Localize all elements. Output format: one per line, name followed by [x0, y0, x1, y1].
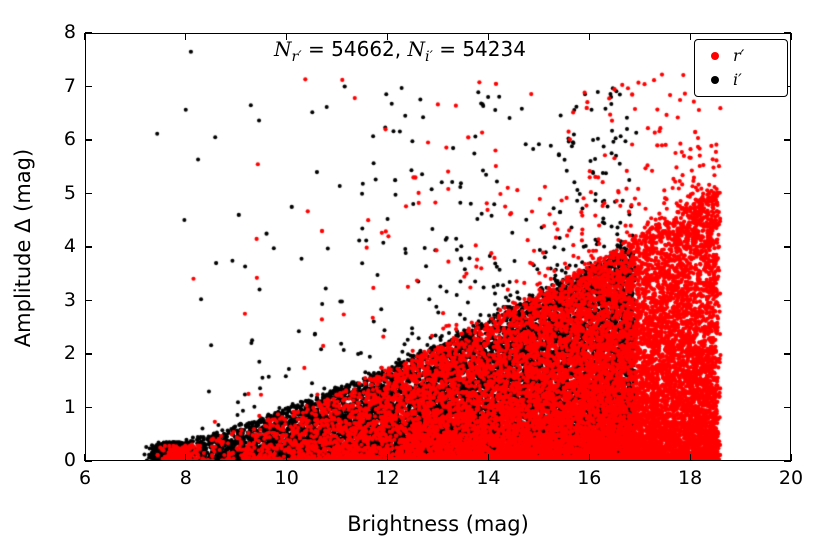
y-tick-label: 5: [63, 181, 76, 204]
y-tick: [85, 460, 92, 462]
y-tick: [85, 406, 92, 409]
x-tick: [689, 33, 691, 40]
y-tick: [85, 353, 92, 355]
legend-label-i: i′: [733, 70, 742, 89]
y-tick-label: 1: [63, 395, 76, 418]
x-tick: [790, 454, 792, 461]
x-tick: [588, 454, 590, 461]
y-tick: [85, 246, 92, 248]
y-tick-label: 4: [63, 235, 76, 257]
legend-marker-i-icon: [711, 76, 719, 84]
x-tick: [286, 33, 288, 40]
x-tick-label: 6: [78, 467, 92, 489]
y-tick-label: 7: [63, 74, 76, 97]
x-tick: [588, 33, 590, 40]
x-tick-label: 8: [179, 467, 192, 489]
x-tick: [84, 33, 86, 40]
legend-marker-r-icon: [711, 52, 719, 60]
x-tick-label: 20: [778, 467, 804, 489]
y-tick: [784, 299, 791, 302]
x-tick: [185, 33, 187, 40]
y-tick: [85, 32, 92, 34]
y-axis-label: Amplitude Δ (mag): [11, 148, 35, 348]
y-tick: [784, 139, 791, 141]
x-tick: [689, 454, 691, 461]
x-tick-label: 10: [274, 467, 299, 489]
scatter-canvas: [85, 33, 791, 461]
y-tick-label: 8: [63, 21, 76, 43]
x-tick-label: 14: [476, 467, 501, 489]
y-tick: [85, 299, 92, 302]
x-tick: [185, 454, 187, 461]
legend-item-r: r′: [703, 47, 779, 65]
y-tick-label: 6: [63, 128, 76, 150]
y-tick: [784, 406, 791, 409]
y-tick: [85, 139, 92, 141]
y-tick: [85, 192, 92, 195]
x-tick: [84, 454, 86, 461]
x-tick: [487, 454, 490, 461]
x-tick-label: 18: [678, 467, 703, 489]
x-tick: [487, 33, 490, 40]
x-tick-label: 12: [375, 467, 400, 489]
x-axis-label: Brightness (mag): [347, 512, 529, 536]
x-tick: [790, 33, 792, 40]
legend: r′ i′: [694, 39, 788, 97]
y-tick: [85, 85, 92, 88]
x-tick: [386, 33, 389, 40]
legend-label-r: r′: [733, 46, 745, 65]
x-tick: [286, 454, 288, 461]
y-tick: [784, 353, 791, 355]
x-tick-label: 16: [577, 467, 602, 489]
plot-area: [84, 32, 792, 462]
y-tick: [784, 460, 791, 462]
y-tick: [784, 192, 791, 195]
y-tick-label: 0: [63, 449, 76, 471]
y-tick-label: 2: [63, 342, 76, 364]
legend-item-i: i′: [703, 71, 779, 89]
y-tick: [784, 32, 791, 34]
y-tick-label: 3: [63, 288, 76, 311]
x-tick: [386, 454, 389, 461]
y-tick: [784, 246, 791, 248]
